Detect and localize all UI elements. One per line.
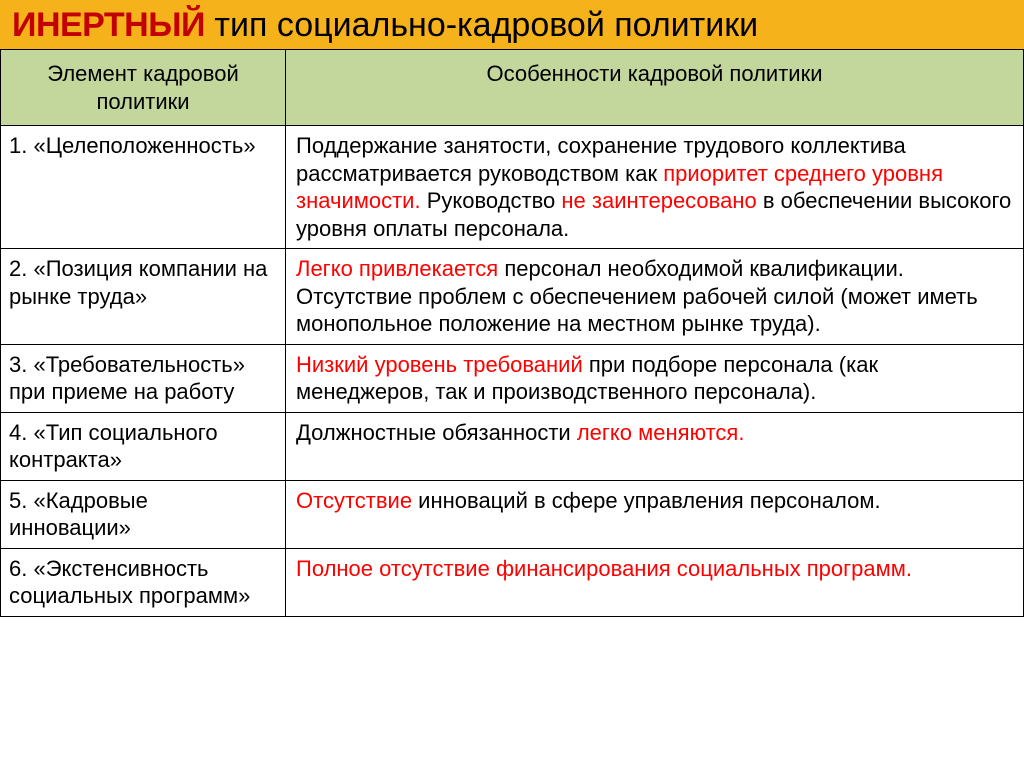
table-row: 2. «Позиция компании нарынке труда»Легко… bbox=[1, 249, 1024, 345]
title-rest: тип социально-кадровой политики bbox=[205, 6, 758, 44]
row-label-cell: 5. «Кадровыеинновации» bbox=[1, 480, 286, 548]
title-bold: ИНЕРТНЫЙ bbox=[12, 6, 205, 44]
row-desc-cell: Легко привлекается персонал необходимой … bbox=[286, 249, 1024, 345]
table-row: 5. «Кадровыеинновации»Отсутствие инновац… bbox=[1, 480, 1024, 548]
row-label: «Целеположенность» bbox=[33, 133, 255, 158]
title-bar: ИНЕРТНЫЙ тип социально-кадровой политики bbox=[0, 0, 1024, 49]
table-row: 3. «Требовательность»при приеме на работ… bbox=[1, 344, 1024, 412]
row-label-line2: социальных программ» bbox=[9, 582, 277, 610]
highlight-text: не заинтересовано bbox=[561, 188, 756, 213]
row-num: 1. bbox=[9, 133, 27, 158]
row-num: 6. bbox=[9, 556, 27, 581]
row-label: «Кадровые bbox=[33, 488, 147, 513]
row-label: «Экстенсивность bbox=[33, 556, 208, 581]
table-header-row: Элемент кадровой политики Особенности ка… bbox=[1, 50, 1024, 126]
row-label: «Требовательность» bbox=[33, 352, 244, 377]
row-desc-cell: Должностные обязанности легко меняются. bbox=[286, 412, 1024, 480]
row-label: «Позиция компании на bbox=[33, 256, 267, 281]
row-num: 5. bbox=[9, 488, 27, 513]
table-row: 4. «Тип социальногоконтракта»Должностные… bbox=[1, 412, 1024, 480]
desc-text: Должностные обязанности bbox=[296, 420, 577, 445]
highlight-text: Низкий уровень требований bbox=[296, 352, 583, 377]
row-label-line2: контракта» bbox=[9, 446, 277, 474]
highlight-text: Отсутствие bbox=[296, 488, 412, 513]
col2-header: Особенности кадровой политики bbox=[286, 50, 1024, 126]
table-row: 6. «Экстенсивностьсоциальных программ» По… bbox=[1, 548, 1024, 616]
col1-header: Элемент кадровой политики bbox=[1, 50, 286, 126]
row-label-line2: инновации» bbox=[9, 514, 277, 542]
row-label-line2: рынке труда» bbox=[9, 283, 277, 311]
row-desc-cell: Отсутствие инноваций в сфере управления … bbox=[286, 480, 1024, 548]
policy-table: Элемент кадровой политики Особенности ка… bbox=[0, 49, 1024, 617]
row-label-cell: 4. «Тип социальногоконтракта» bbox=[1, 412, 286, 480]
desc-text: Руководство bbox=[427, 188, 562, 213]
row-label: «Тип социального bbox=[33, 420, 217, 445]
row-desc-cell: Поддержание занятости, сохранение трудов… bbox=[286, 126, 1024, 249]
highlight-text: легко меняются. bbox=[577, 420, 745, 445]
row-desc-cell: Полное отсутствие финансирования социаль… bbox=[286, 548, 1024, 616]
highlight-text: Полное отсутствие финансирования социаль… bbox=[296, 556, 912, 581]
row-label-cell: 3. «Требовательность»при приеме на работ… bbox=[1, 344, 286, 412]
highlight-text: Легко привлекается bbox=[296, 256, 498, 281]
row-label-line2: при приеме на работу bbox=[9, 378, 277, 406]
row-desc-cell: Низкий уровень требований при подборе пе… bbox=[286, 344, 1024, 412]
table-row: 1. «Целеположенность»Поддержание занятос… bbox=[1, 126, 1024, 249]
col1-header-l1: Элемент кадровой bbox=[47, 61, 238, 86]
row-label-cell: 2. «Позиция компании нарынке труда» bbox=[1, 249, 286, 345]
desc-text: инноваций в сфере управления персоналом. bbox=[412, 488, 881, 513]
row-label-cell: 6. «Экстенсивностьсоциальных программ» bbox=[1, 548, 286, 616]
col1-header-l2: политики bbox=[96, 89, 189, 114]
row-num: 3. bbox=[9, 352, 27, 377]
row-num: 4. bbox=[9, 420, 27, 445]
row-num: 2. bbox=[9, 256, 27, 281]
row-label-cell: 1. «Целеположенность» bbox=[1, 126, 286, 249]
